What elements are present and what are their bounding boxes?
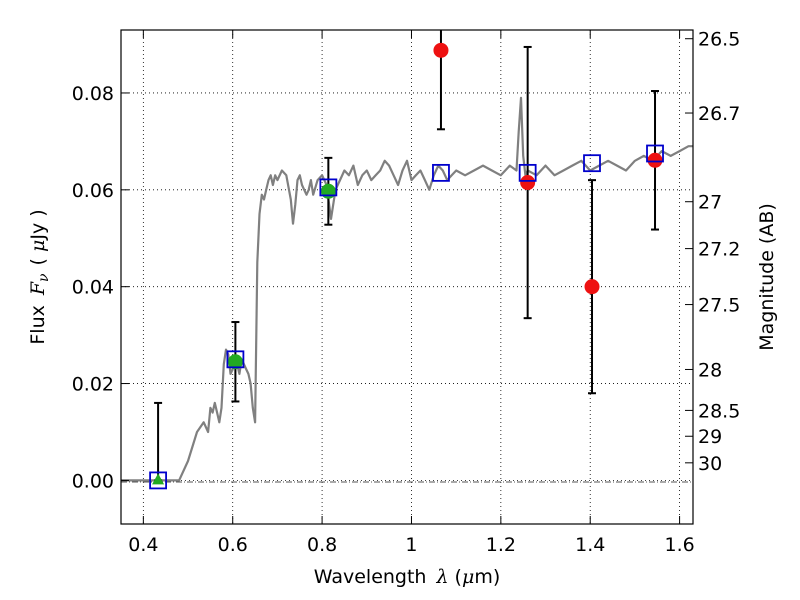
model-photometry-marker [646,144,664,163]
mag-tick-label: 26.7 [698,103,740,125]
x-axis-ticks: 0.4 0.6 0.8 1 1.2 1.4 1.6 [128,30,695,556]
y-tick-label: 0.02 [72,374,114,396]
mag-tick-label: 27.2 [698,239,740,261]
upper-limit-marker [152,473,165,485]
y-tick-label: 0.08 [72,83,114,105]
model-photometry-marker [518,163,537,182]
detection-marker [227,354,243,370]
nir-marker [647,152,663,168]
mag-tick-label: 27.5 [698,295,740,317]
sed-model-layer [121,96,693,482]
mag-tick-label: 27 [698,192,722,214]
nir-marker [584,279,600,295]
mag-tick-label: 29 [698,426,722,448]
error-bars [154,30,660,482]
y-axis-ticks: 0.00 0.02 0.04 0.06 0.08 [72,83,129,492]
markers [149,42,664,490]
model-photometry-marker [149,471,167,490]
x-tick-label: 0.4 [128,534,158,556]
model-photometry-marker [432,163,450,182]
x-tick-label: 0.6 [218,534,248,556]
plot-frame [120,29,694,525]
mag-tick-label: 26.5 [698,29,740,51]
model-photometry-marker [226,350,245,369]
right-axis-title: Magnitude (AB) [756,203,778,351]
y-tick-label: 0.00 [72,470,114,492]
mag-tick-label: 28.5 [698,400,740,422]
x-tick-label: 1.4 [575,534,605,556]
y-axis-title: FluxFν(μJy) [27,209,52,344]
detection-marker [320,183,336,199]
x-tick-label: 1.2 [486,534,516,556]
nir-marker [433,42,449,58]
y-tick-label: 0.06 [72,180,114,202]
model-photometry-marker [319,178,338,197]
mag-tick-label: 30 [698,453,722,475]
x-tick-label: 1 [405,534,417,556]
magnitude-axis-ticks: 26.5 26.7 27 27.2 27.5 28 28.5 29 30 [685,29,740,475]
x-tick-label: 1.6 [664,534,694,556]
grid [121,30,693,524]
y-tick-label: 0.04 [72,277,114,299]
x-axis-title: Wavelength λ (μm) [314,566,500,588]
nir-marker [520,175,536,191]
mag-tick-label: 28 [698,359,722,381]
sed-model-line [121,96,693,482]
x-tick-label: 0.8 [307,534,337,556]
model-photometry-marker [583,154,601,173]
